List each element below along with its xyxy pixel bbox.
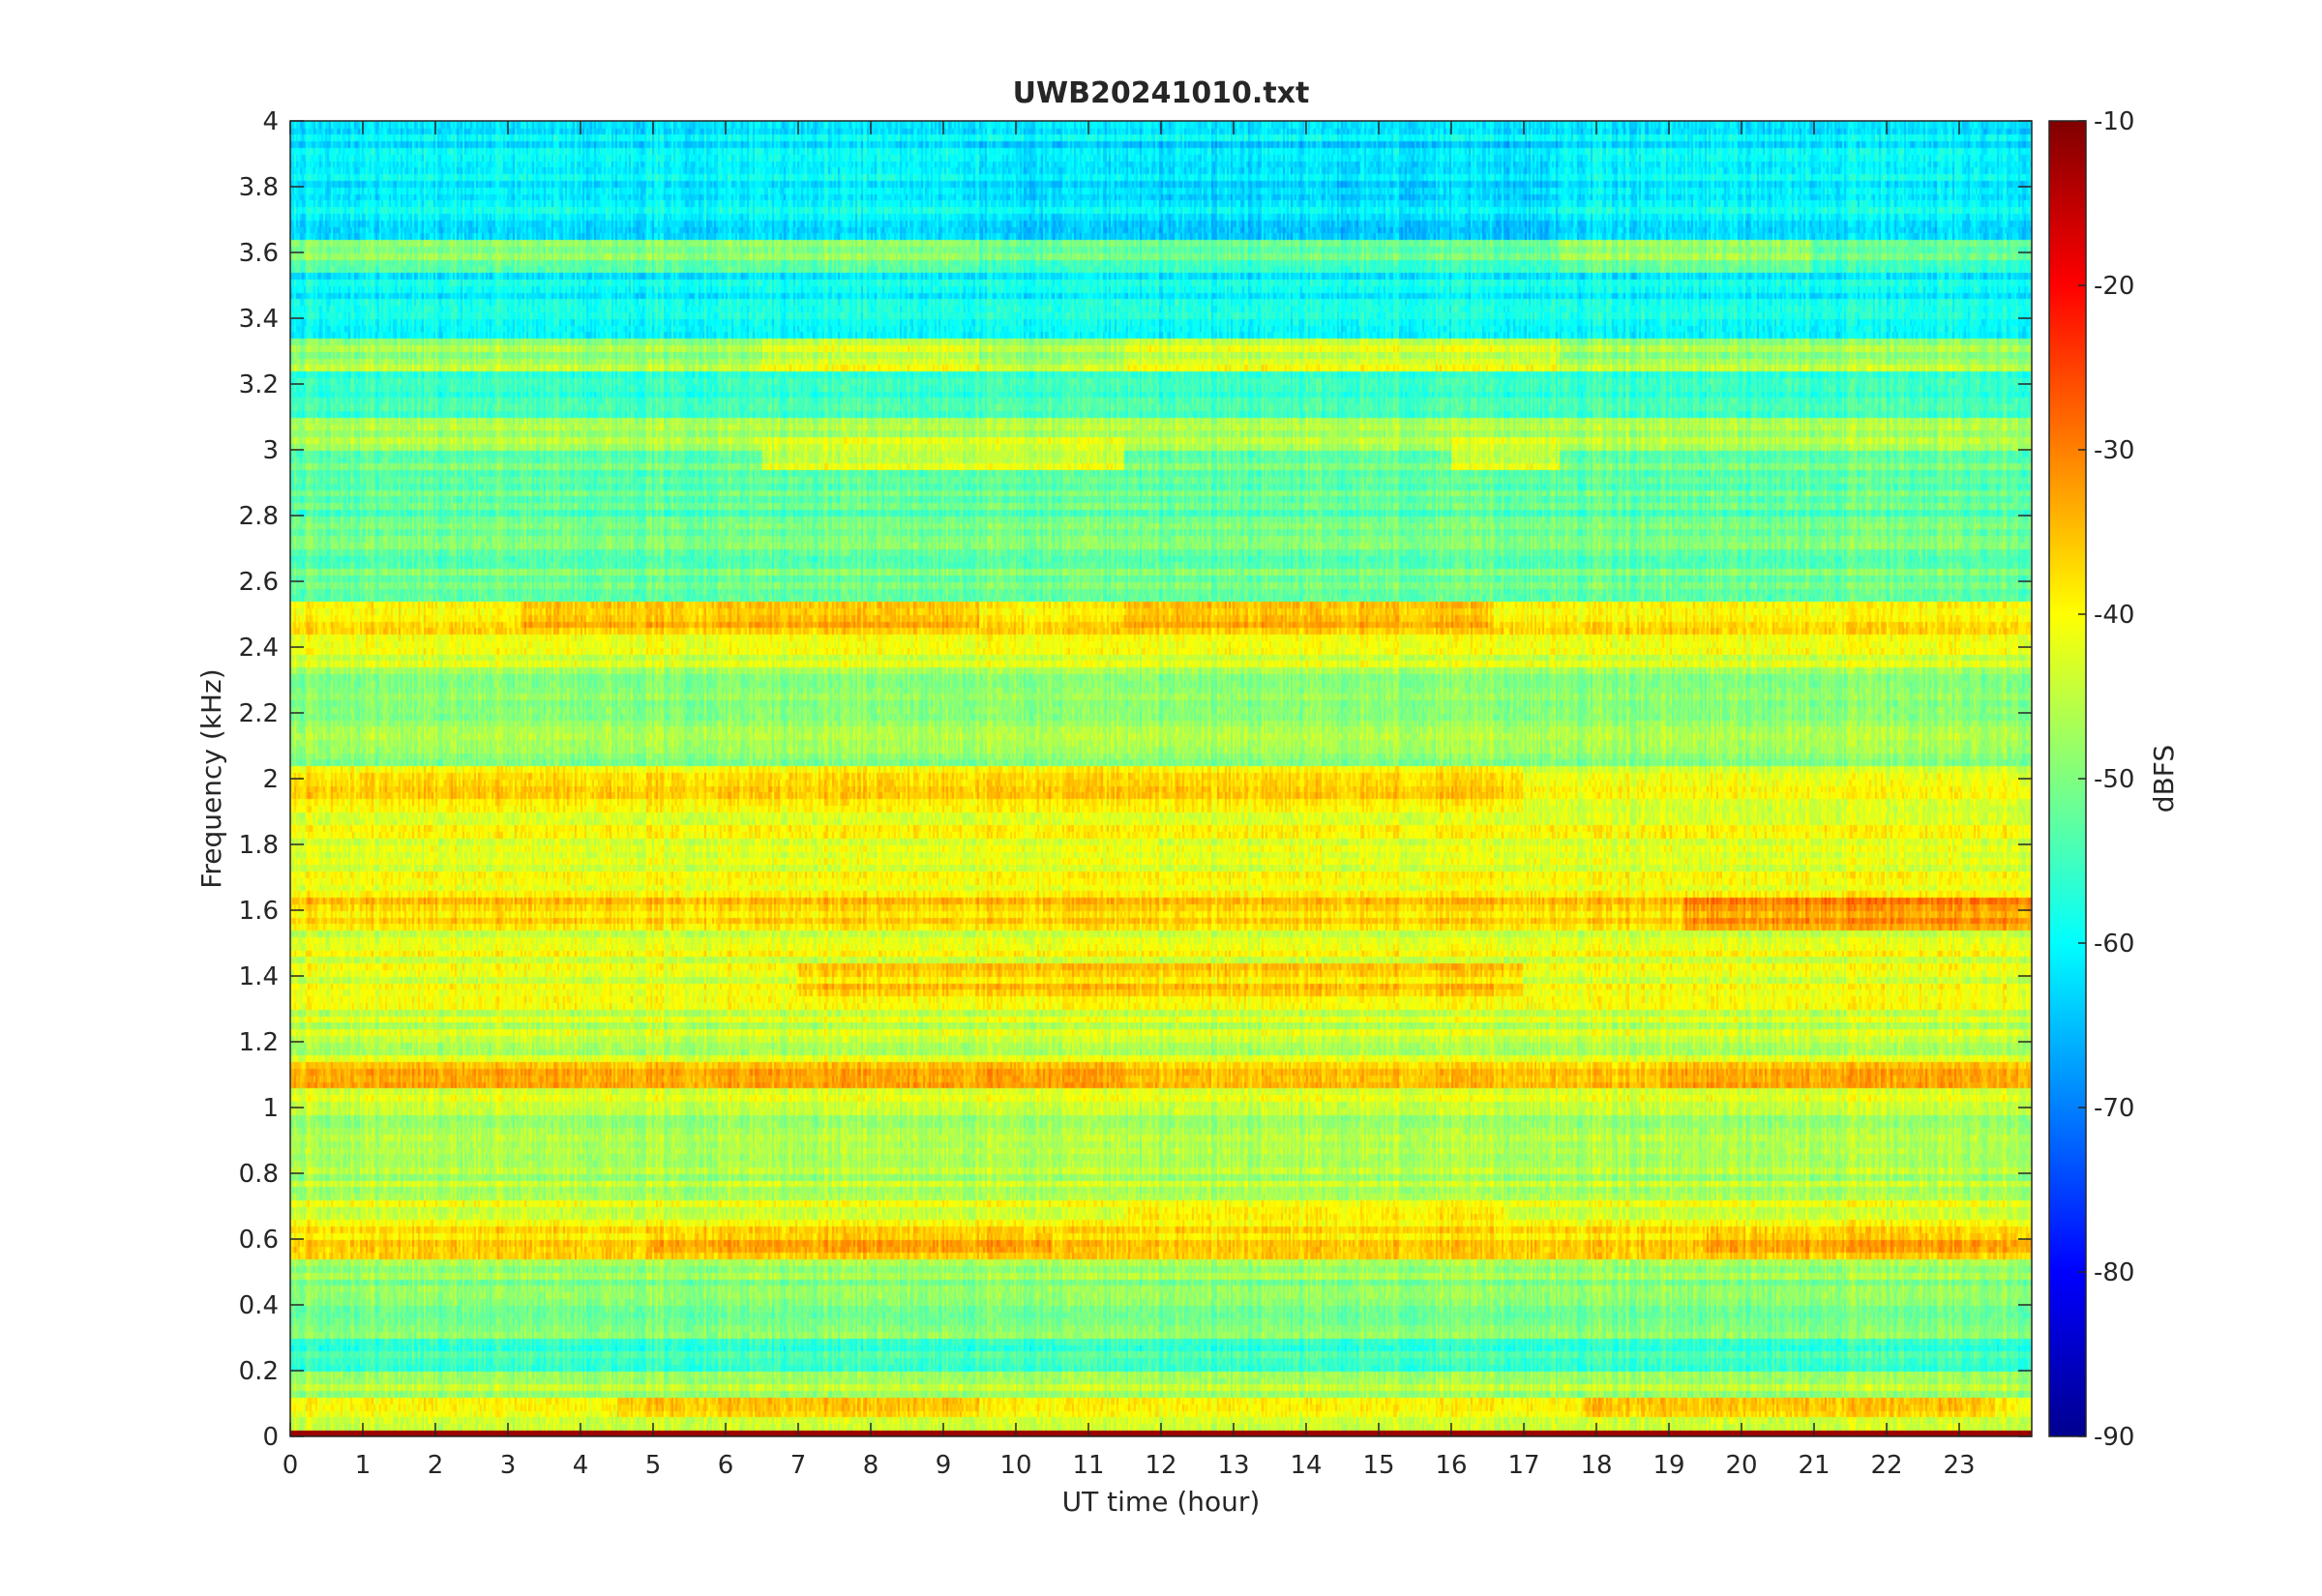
x-tick-label: 9 — [936, 1451, 952, 1480]
spectrogram-heatmap — [290, 121, 2032, 1436]
y-tick-label: 0.4 — [239, 1291, 279, 1320]
y-tick-label: 0.6 — [239, 1226, 279, 1255]
x-tick-label: 14 — [1290, 1451, 1322, 1480]
y-tick-label: 0.8 — [239, 1160, 279, 1189]
colorbar — [2048, 120, 2087, 1437]
y-tick-label: 1 — [262, 1094, 279, 1123]
x-tick-label: 5 — [645, 1451, 662, 1480]
colorbar-tick-label: -70 — [2094, 1094, 2134, 1123]
y-axis-ticks: 0 0.2 0.4 0.6 0.8 1 1.2 1.4 1.6 1.8 2 2.2 2.4 2.6 2.8 3… — [239, 107, 2032, 1452]
x-tick-label: 21 — [1798, 1451, 1830, 1480]
x-tick-label: 20 — [1725, 1451, 1757, 1480]
x-tick-label: 10 — [999, 1451, 1031, 1480]
colorbar-tick-label: -80 — [2094, 1258, 2134, 1287]
x-tick-label: 0 — [283, 1451, 299, 1480]
x-tick-label: 8 — [863, 1451, 879, 1480]
x-axis-ticks: 0 1 2 3 4 5 6 7 8 9 10 11 12 13 14 15 16 17 18 19 20 21 22 23 — [283, 121, 1976, 1480]
x-tick-label: 3 — [500, 1451, 517, 1480]
x-tick-label: 19 — [1652, 1451, 1684, 1480]
y-tick-label: 3.8 — [239, 173, 279, 202]
x-tick-label: 4 — [573, 1451, 589, 1480]
colorbar-tick-label: -30 — [2094, 436, 2134, 465]
y-tick-label: 2 — [262, 765, 279, 794]
colorbar-tick-label: -20 — [2094, 272, 2134, 301]
colorbar-tick-label: -90 — [2094, 1423, 2134, 1452]
y-tick-label: 3.2 — [239, 370, 279, 399]
colorbar-tick-label: -60 — [2094, 930, 2134, 959]
x-tick-label: 12 — [1145, 1451, 1176, 1480]
colorbar-tick-label: -40 — [2094, 601, 2134, 630]
x-tick-label: 2 — [428, 1451, 444, 1480]
y-tick-label: 2.2 — [239, 699, 279, 728]
y-tick-label: 1.8 — [239, 831, 279, 860]
colorbar-label: dBFS — [2148, 745, 2180, 813]
y-tick-label: 1.2 — [239, 1028, 279, 1057]
x-tick-label: 13 — [1217, 1451, 1249, 1480]
y-tick-label: 2.8 — [239, 502, 279, 531]
x-tick-label: 17 — [1507, 1451, 1539, 1480]
x-tick-label: 7 — [790, 1451, 807, 1480]
x-tick-label: 15 — [1362, 1451, 1394, 1480]
colorbar-tick-label: -10 — [2094, 107, 2134, 136]
chart-title: UWB20241010.txt — [1013, 76, 1310, 110]
colorbar-ticks: -10 -20 -30 -40 -50 -60 -70 -80 -90 — [2078, 107, 2134, 1452]
y-tick-label: 1.6 — [239, 897, 279, 926]
x-tick-label: 22 — [1870, 1451, 1902, 1480]
y-tick-label: 0.2 — [239, 1357, 279, 1386]
y-tick-label: 4 — [262, 107, 279, 136]
x-tick-label: 23 — [1943, 1451, 1975, 1480]
y-tick-label: 0 — [262, 1423, 279, 1452]
y-tick-label: 3.4 — [239, 305, 279, 334]
y-tick-label: 3.6 — [239, 239, 279, 268]
x-tick-label: 16 — [1435, 1451, 1467, 1480]
x-axis-label: UT time (hour) — [1062, 1486, 1261, 1518]
x-tick-label: 6 — [718, 1451, 734, 1480]
y-axis-label: Frequency (kHz) — [195, 668, 227, 888]
x-tick-label: 1 — [355, 1451, 372, 1480]
y-tick-label: 2.4 — [239, 634, 279, 663]
y-tick-label: 2.6 — [239, 568, 279, 597]
y-tick-label: 3 — [262, 436, 279, 465]
colorbar-tick-label: -50 — [2094, 765, 2134, 794]
x-tick-label: 11 — [1072, 1451, 1104, 1480]
x-tick-label: 18 — [1580, 1451, 1612, 1480]
y-tick-label: 1.4 — [239, 962, 279, 991]
